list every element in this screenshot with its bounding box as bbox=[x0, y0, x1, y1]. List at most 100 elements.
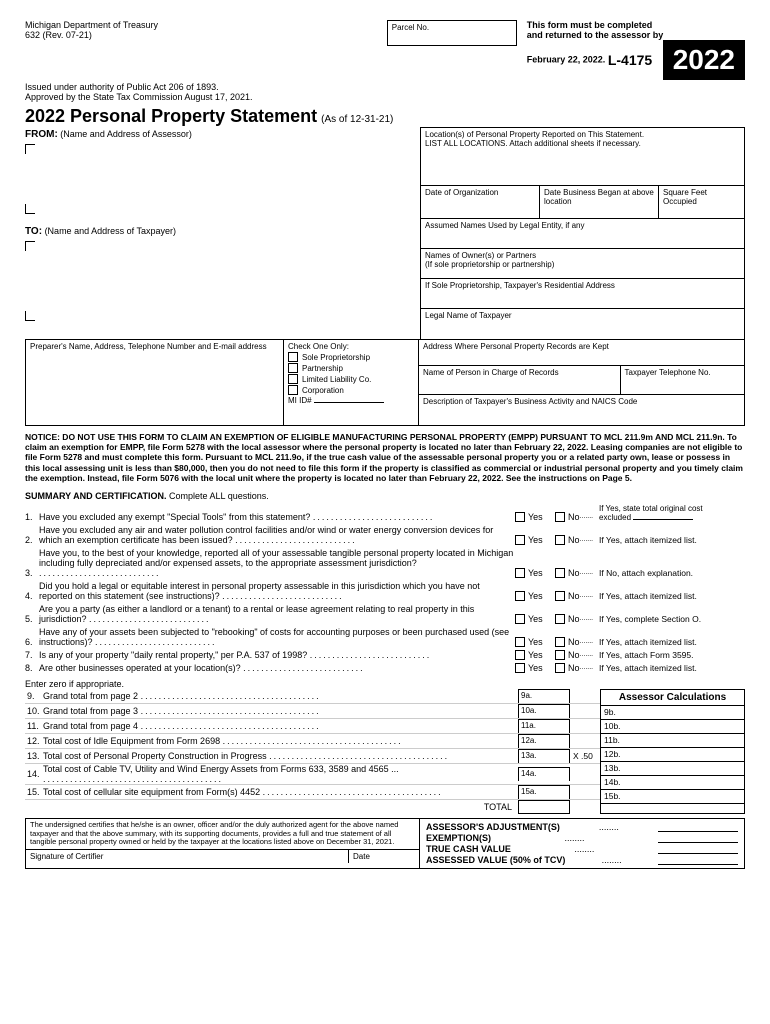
assumed-names-cell[interactable]: Assumed Names Used by Legal Entity, if a… bbox=[421, 219, 744, 249]
bracket-icon bbox=[25, 311, 35, 321]
legal-name-cell[interactable]: Legal Name of Taxpayer bbox=[421, 309, 744, 339]
opt-corp[interactable]: Corporation bbox=[288, 385, 414, 395]
sqft-lbl: Square Feet Occupied bbox=[663, 188, 707, 206]
checkbox-icon[interactable] bbox=[288, 363, 298, 373]
person-charge-cell[interactable]: Name of Person in Charge of Records bbox=[419, 366, 621, 394]
yes-box[interactable]: Yes bbox=[515, 614, 555, 624]
adj-lbl: ASSESSOR'S ADJUSTMENT(S) bbox=[426, 822, 560, 832]
yes-box[interactable]: Yes bbox=[515, 663, 555, 673]
opt-partnership[interactable]: Partnership bbox=[288, 363, 414, 373]
checkbox-icon[interactable] bbox=[515, 663, 525, 673]
checkbox-icon[interactable] bbox=[555, 535, 565, 545]
no-box[interactable]: No ....... bbox=[555, 535, 595, 545]
signature-cell[interactable]: Signature of Certifier bbox=[26, 850, 349, 863]
no-box[interactable]: No ....... bbox=[555, 591, 595, 601]
ac-row-12b.[interactable]: 12b. bbox=[601, 748, 744, 762]
q-text: Are other businesses operated at your lo… bbox=[39, 663, 515, 673]
no-box[interactable]: No ....... bbox=[555, 650, 595, 660]
t-box-15a.[interactable]: 15a. bbox=[518, 785, 570, 799]
yes-box[interactable]: Yes bbox=[515, 512, 555, 522]
checkbox-icon[interactable] bbox=[515, 614, 525, 624]
checkbox-icon[interactable] bbox=[515, 591, 525, 601]
ac-row-13b.[interactable]: 13b. bbox=[601, 762, 744, 776]
total-box[interactable] bbox=[518, 800, 570, 814]
locations-cell[interactable]: Location(s) of Personal Property Reporte… bbox=[421, 128, 744, 186]
checkbox-icon[interactable] bbox=[555, 512, 565, 522]
date-cell[interactable]: Date bbox=[349, 850, 419, 863]
ac-row-10b.[interactable]: 10b. bbox=[601, 720, 744, 734]
checkbox-icon[interactable] bbox=[288, 374, 298, 384]
checkbox-icon[interactable] bbox=[555, 614, 565, 624]
opt-soleprop[interactable]: Sole Proprietorship bbox=[288, 352, 414, 362]
no-box[interactable]: No ....... bbox=[555, 637, 595, 647]
yes-box[interactable]: Yes bbox=[515, 637, 555, 647]
question-row-1: 1. Have you excluded any exempt "Special… bbox=[25, 504, 745, 522]
checkbox-icon[interactable] bbox=[555, 568, 565, 578]
header-dept-block: Michigan Department of Treasury 632 (Rev… bbox=[25, 20, 377, 40]
tcv-val[interactable] bbox=[658, 844, 738, 854]
t-box-10a.[interactable]: 10a. bbox=[518, 704, 570, 718]
ac-row-14b.[interactable]: 14b. bbox=[601, 776, 744, 790]
year-box: 2022 bbox=[663, 40, 745, 80]
no-box[interactable]: No ....... bbox=[555, 614, 595, 624]
checkbox-icon[interactable] bbox=[515, 650, 525, 660]
opt-llc[interactable]: Limited Liability Co. bbox=[288, 374, 414, 384]
t-box-12a.[interactable]: 12a. bbox=[518, 734, 570, 748]
sqft-cell[interactable]: Square Feet Occupied bbox=[659, 186, 744, 218]
no-box[interactable]: No ....... bbox=[555, 663, 595, 673]
yes-box[interactable]: Yes bbox=[515, 591, 555, 601]
yes-box[interactable]: Yes bbox=[515, 568, 555, 578]
checkbox-icon[interactable] bbox=[515, 637, 525, 647]
yes-box[interactable]: Yes bbox=[515, 650, 555, 660]
date-biz-cell[interactable]: Date Business Began at above location bbox=[540, 186, 659, 218]
q-hint: If Yes, attach Form 3595. bbox=[595, 650, 745, 660]
checkbox-icon[interactable] bbox=[555, 663, 565, 673]
t-text: Grand total from page 3 ................… bbox=[43, 706, 518, 716]
from-address-area[interactable] bbox=[25, 144, 416, 214]
q-text: Have any of your assets been subjected t… bbox=[39, 627, 515, 647]
soleprop-addr-cell[interactable]: If Sole Proprietorship, Taxpayer's Resid… bbox=[421, 279, 744, 309]
date-org-cell[interactable]: Date of Organization bbox=[421, 186, 540, 218]
ac-row-9b.[interactable]: 9b. bbox=[601, 706, 744, 720]
t-box-9a.[interactable]: 9a. bbox=[518, 689, 570, 703]
loc-line1: Location(s) of Personal Property Reporte… bbox=[425, 130, 740, 139]
opt-lbl: Sole Proprietorship bbox=[302, 353, 370, 362]
adj-val[interactable] bbox=[658, 822, 738, 832]
av-val[interactable] bbox=[658, 855, 738, 865]
question-row-3: 3. Have you, to the best of your knowled… bbox=[25, 548, 745, 578]
to-address-area[interactable] bbox=[25, 241, 416, 321]
taxpayer-tel-cell[interactable]: Taxpayer Telephone No. bbox=[621, 366, 745, 394]
t-box-14a.[interactable]: 14a. bbox=[518, 767, 570, 781]
t-num: 14. bbox=[25, 769, 43, 779]
checkbox-icon[interactable] bbox=[515, 512, 525, 522]
biz-activity-cell[interactable]: Description of Taxpayer's Business Activ… bbox=[419, 395, 744, 425]
t-num: 15. bbox=[25, 787, 43, 797]
checkbox-icon[interactable] bbox=[515, 568, 525, 578]
tcv-lbl: TRUE CASH VALUE bbox=[426, 844, 511, 854]
parcel-no-box[interactable]: Parcel No. bbox=[387, 20, 517, 46]
t-box-13a.[interactable]: 13a. bbox=[518, 749, 570, 763]
preparer-cell[interactable]: Preparer's Name, Address, Telephone Numb… bbox=[26, 340, 284, 425]
owners-cell[interactable]: Names of Owner(s) or Partners (If sole p… bbox=[421, 249, 744, 279]
ac-row-11b.[interactable]: 11b. bbox=[601, 734, 744, 748]
yes-box[interactable]: Yes bbox=[515, 535, 555, 545]
mi-id-row[interactable]: MI ID# bbox=[288, 396, 414, 405]
checkbox-icon[interactable] bbox=[288, 352, 298, 362]
q-text: Is any of your property "daily rental pr… bbox=[39, 650, 515, 660]
no-box[interactable]: No ....... bbox=[555, 568, 595, 578]
t-box-11a.[interactable]: 11a. bbox=[518, 719, 570, 733]
checkbox-icon[interactable] bbox=[555, 637, 565, 647]
q-text: Did you hold a legal or equitable intere… bbox=[39, 581, 515, 601]
check-one-lbl: Check One Only: bbox=[288, 342, 414, 351]
no-box[interactable]: No ....... bbox=[555, 512, 595, 522]
records-addr-cell[interactable]: Address Where Personal Property Records … bbox=[419, 340, 744, 366]
certification-block: The undersigned certifies that he/she is… bbox=[25, 818, 745, 869]
mi-id-line[interactable] bbox=[314, 402, 384, 403]
header-top: Michigan Department of Treasury 632 (Rev… bbox=[25, 20, 745, 80]
ac-row-15b.[interactable]: 15b. bbox=[601, 790, 744, 804]
checkbox-icon[interactable] bbox=[515, 535, 525, 545]
exm-val[interactable] bbox=[658, 833, 738, 843]
checkbox-icon[interactable] bbox=[288, 385, 298, 395]
checkbox-icon[interactable] bbox=[555, 591, 565, 601]
checkbox-icon[interactable] bbox=[555, 650, 565, 660]
